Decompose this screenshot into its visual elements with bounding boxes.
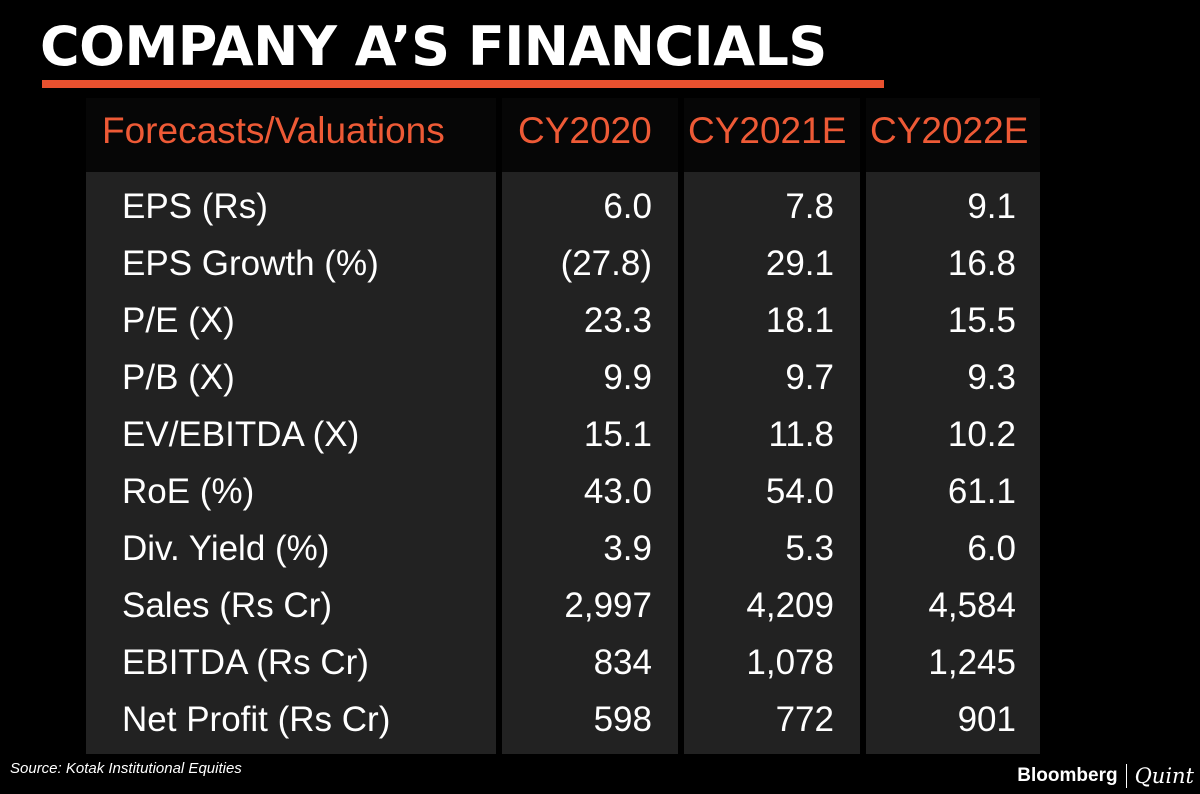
row-metric-label: Net Profit (Rs Cr) [122,700,391,739]
row-value-cy2021e: 11.8 [768,415,834,454]
row-value-cy2021e: 29.1 [765,244,834,283]
row-value-cy2020: 598 [593,700,652,739]
row-value-cy2022e: 15.5 [947,301,1016,340]
row-value-cy2021e: 18.1 [765,301,834,340]
column-bg-cy2020 [502,98,678,754]
row-value-cy2022e: 9.1 [967,187,1016,226]
row-metric-label: EPS (Rs) [122,187,268,226]
chart-title: COMPANY A’S FINANCIALS [40,15,827,78]
brand-logo: Bloomberg Quint [1017,762,1194,790]
row-value-cy2021e: 5.3 [785,529,834,568]
row-value-cy2020: 3.9 [603,529,652,568]
row-value-cy2020: 6.0 [603,187,652,226]
header-cy2022e: CY2022E [870,110,1029,151]
table-row: Div. Yield (%) 3.9 5.3 6.0 [86,520,1040,577]
row-value-cy2021e: 7.8 [785,187,834,226]
row-value-cy2021e: 1,078 [746,643,834,682]
table-row: EPS (Rs) 6.0 7.8 9.1 [86,178,1040,235]
table-row: EBITDA (Rs Cr) 834 1,078 1,245 [86,634,1040,691]
column-bg-cy2021e [684,98,860,754]
row-value-cy2020: (27.8) [560,244,652,283]
row-metric-label: Div. Yield (%) [122,529,330,568]
column-bg-metric [86,98,496,754]
column-bg-cy2022e [866,98,1040,754]
row-value-cy2022e: 61.1 [947,472,1016,511]
brand-bloomberg: Bloomberg [1017,765,1118,786]
row-value-cy2022e: 9.3 [967,358,1016,397]
row-value-cy2022e: 1,245 [928,643,1016,682]
table-row: Net Profit (Rs Cr) 598 772 901 [86,691,1040,748]
row-value-cy2020: 834 [593,643,652,682]
financials-table: Forecasts/Valuations CY2020 CY2021E CY20… [86,98,1040,754]
row-metric-label: Sales (Rs Cr) [122,586,333,625]
row-value-cy2022e: 4,584 [928,586,1016,625]
row-value-cy2021e: 54.0 [765,472,834,511]
row-value-cy2021e: 772 [775,700,834,739]
row-value-cy2022e: 16.8 [947,244,1016,283]
table-row: EV/EBITDA (X) 15.1 11.8 10.2 [86,406,1040,463]
table-row: P/B (X) 9.9 9.7 9.3 [86,349,1040,406]
header-cy2020: CY2020 [518,110,652,151]
header-forecasts-valuations: Forecasts/Valuations [102,110,445,151]
row-metric-label: EPS Growth (%) [122,244,379,283]
row-metric-label: RoE (%) [122,472,255,511]
row-value-cy2022e: 901 [957,700,1016,739]
table-row: RoE (%) 43.0 54.0 61.1 [86,463,1040,520]
brand-quint: Quint [1134,764,1194,788]
source-note: Source: Kotak Institutional Equities [10,760,242,777]
row-value-cy2020: 9.9 [603,358,652,397]
row-metric-label: EV/EBITDA (X) [122,415,360,454]
table-row: EPS Growth (%) (27.8) 29.1 16.8 [86,235,1040,292]
row-metric-label: P/B (X) [122,358,235,397]
row-value-cy2020: 15.1 [583,415,652,454]
table-row: P/E (X) 23.3 18.1 15.5 [86,292,1040,349]
brand-divider [1125,764,1127,788]
row-value-cy2022e: 6.0 [967,529,1016,568]
row-value-cy2022e: 10.2 [947,415,1016,454]
row-value-cy2020: 23.3 [583,301,652,340]
table-row: Sales (Rs Cr) 2,997 4,209 4,584 [86,577,1040,634]
row-value-cy2021e: 9.7 [785,358,834,397]
row-value-cy2021e: 4,209 [746,586,834,625]
header-cy2021e: CY2021E [688,110,847,151]
row-metric-label: P/E (X) [122,301,235,340]
row-metric-label: EBITDA (Rs Cr) [122,643,369,682]
title-underline [42,80,884,88]
row-value-cy2020: 2,997 [564,586,652,625]
row-value-cy2020: 43.0 [583,472,652,511]
